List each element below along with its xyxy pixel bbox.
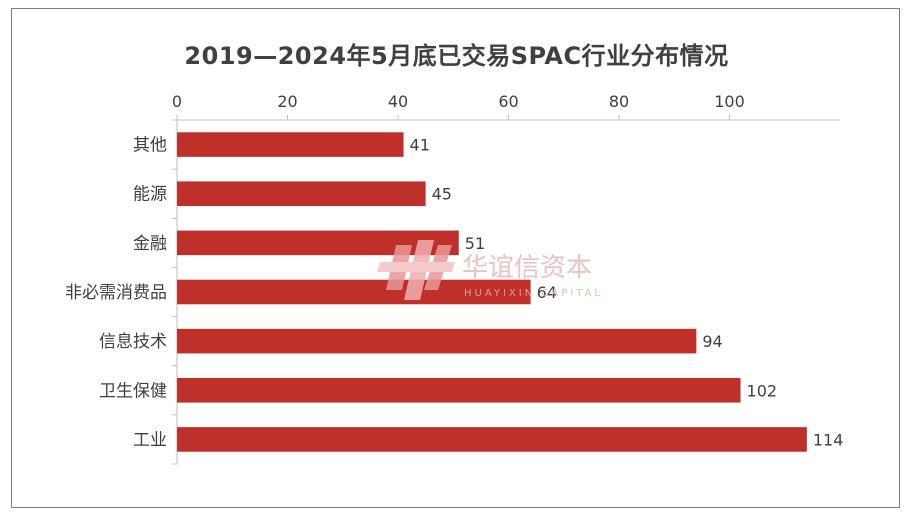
value-label: 114 bbox=[813, 430, 844, 449]
bar bbox=[177, 279, 531, 305]
watermark-name-cn: 华谊信资本 bbox=[462, 253, 592, 283]
bar bbox=[177, 132, 404, 157]
category-label: 工业 bbox=[133, 430, 167, 450]
value-label: 45 bbox=[432, 185, 452, 204]
watermark-mark-icon bbox=[377, 240, 455, 300]
bar bbox=[177, 181, 426, 206]
value-label: 51 bbox=[465, 234, 485, 253]
value-label: 41 bbox=[410, 136, 430, 155]
bar bbox=[177, 328, 697, 354]
category-label: 金融 bbox=[133, 234, 167, 254]
x-tick-label: 80 bbox=[609, 92, 629, 111]
category-label: 信息技术 bbox=[99, 332, 167, 352]
category-label: 能源 bbox=[133, 185, 167, 205]
value-label: 102 bbox=[747, 381, 778, 400]
watermark-name-en: HUAYIXIN CAPITAL bbox=[464, 288, 603, 299]
bar bbox=[177, 427, 807, 452]
x-tick-label: 0 bbox=[172, 92, 182, 111]
bar-layer: 41 45 51 64 94 102 114 bbox=[177, 132, 844, 452]
watermark-logo: 华谊信资本 HUAYIXIN CAPITAL bbox=[377, 240, 603, 300]
category-label: 非必需消费品 bbox=[65, 283, 167, 303]
category-label: 卫生保健 bbox=[99, 381, 167, 401]
chart-title: 2019—2024年5月底已交易SPAC行业分布情况 bbox=[184, 42, 729, 70]
category-label: 其他 bbox=[133, 136, 167, 156]
x-tick-label: 60 bbox=[498, 92, 518, 111]
value-label: 64 bbox=[537, 283, 557, 302]
bar bbox=[177, 230, 459, 256]
bar bbox=[177, 378, 741, 403]
x-tick-label: 100 bbox=[714, 92, 745, 111]
value-label: 94 bbox=[702, 332, 722, 351]
x-tick-label: 40 bbox=[388, 92, 408, 111]
chart-frame bbox=[11, 8, 900, 508]
x-tick-label: 20 bbox=[277, 92, 297, 111]
